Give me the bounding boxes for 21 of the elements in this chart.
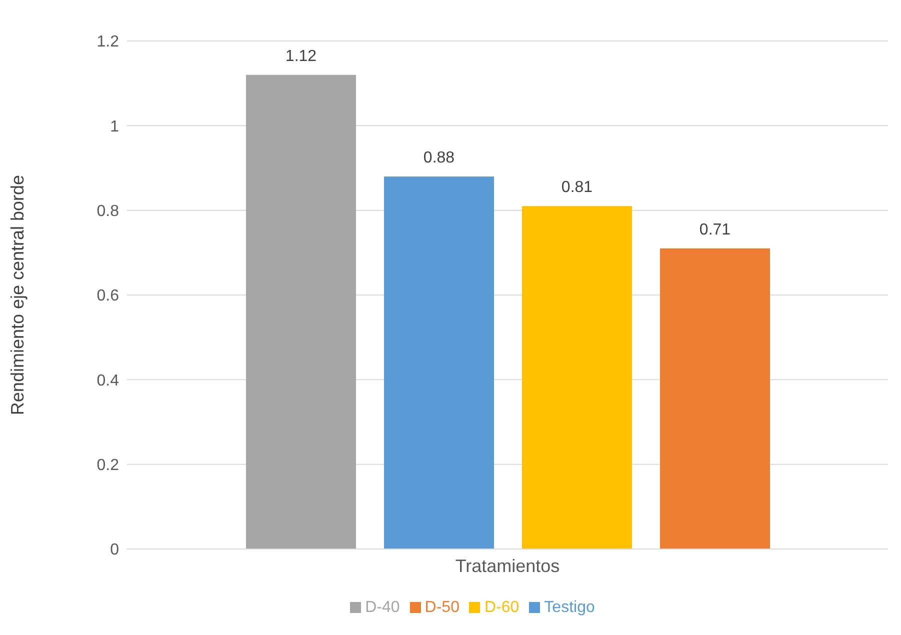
legend-label: D-60	[484, 599, 520, 616]
legend-label: Testigo	[544, 599, 595, 616]
data-label: 1.12	[285, 48, 317, 65]
legend-label: D-40	[365, 599, 400, 616]
data-label: 0.81	[561, 179, 593, 196]
y-tick-label: 1.2	[96, 34, 120, 51]
data-label: 0.88	[423, 149, 455, 166]
y-tick-label: 0	[110, 542, 120, 559]
y-tick-label: 1	[110, 118, 120, 136]
y-tick-label: 0.8	[96, 203, 120, 220]
y-axis-title: Rendimiento eje central borde	[7, 174, 28, 416]
x-axis-title: Tratamientos	[455, 556, 560, 576]
y-tick-label: 0.6	[96, 288, 120, 305]
data-label: 0.71	[699, 221, 731, 238]
legend-label: D-50	[424, 599, 460, 616]
bar	[246, 74, 356, 549]
bar	[384, 176, 494, 549]
bar	[522, 206, 632, 549]
y-tick-label: 0.4	[96, 372, 120, 390]
y-tick-label: 0.2	[96, 457, 120, 474]
bar	[660, 248, 770, 549]
